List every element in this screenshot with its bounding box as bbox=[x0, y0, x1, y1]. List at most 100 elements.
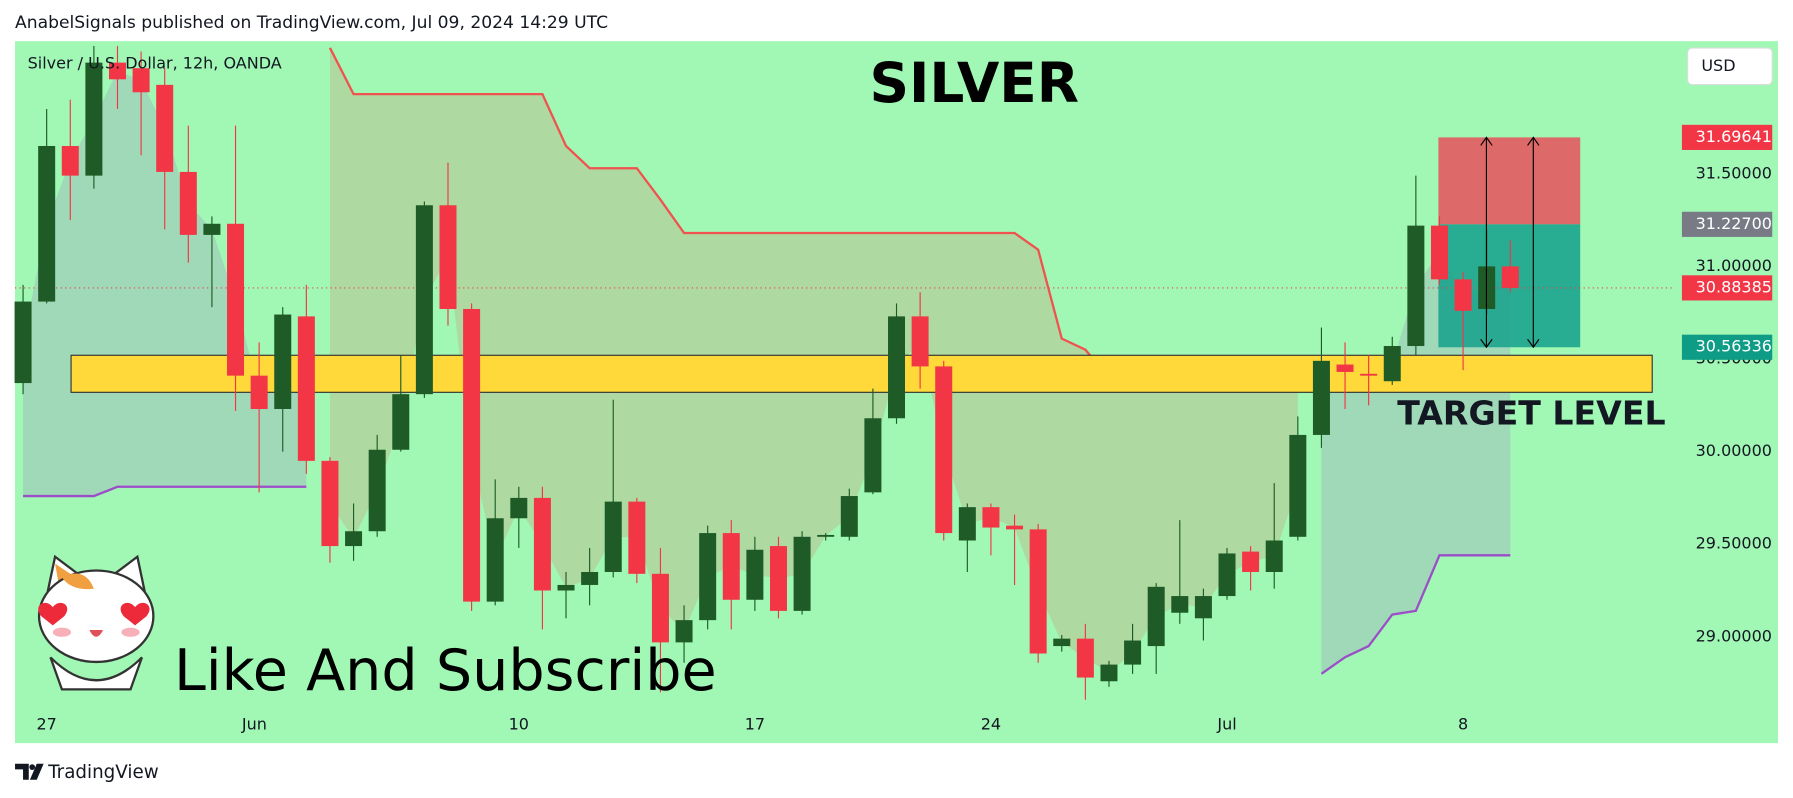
arrow-head bbox=[1480, 136, 1493, 349]
candle-body bbox=[1053, 638, 1071, 647]
candle-body bbox=[746, 549, 764, 600]
x-tick-label: 10 bbox=[509, 714, 529, 733]
candle-body bbox=[1407, 225, 1425, 347]
x-tick-label: Jul bbox=[1216, 714, 1236, 733]
x-tick-label: 24 bbox=[981, 714, 1001, 733]
candle-body bbox=[1265, 540, 1283, 572]
candle-body bbox=[1147, 586, 1165, 647]
target-label: TARGET LEVEL bbox=[1397, 394, 1665, 433]
arrow-head bbox=[1527, 136, 1540, 349]
y-tick-label: 31.50000 bbox=[1696, 163, 1772, 182]
brand-logo bbox=[15, 763, 44, 780]
candle-body bbox=[840, 496, 858, 537]
price-tag-label: 31.69641 bbox=[1696, 127, 1772, 146]
candle-body bbox=[250, 375, 268, 409]
candle-body bbox=[1383, 346, 1401, 382]
candle-body bbox=[581, 571, 599, 585]
candle-body bbox=[203, 223, 221, 235]
candle-body bbox=[486, 518, 504, 602]
trend-line bbox=[1320, 554, 1511, 675]
candle-body bbox=[1100, 664, 1118, 682]
candle-body bbox=[533, 497, 551, 591]
risk-zone bbox=[1438, 137, 1581, 225]
y-tick-label: 31.00000 bbox=[1696, 256, 1772, 275]
candle-body bbox=[415, 205, 433, 395]
y-tick-label: 29.50000 bbox=[1696, 534, 1772, 553]
price-tag-label: 30.56336 bbox=[1696, 337, 1772, 356]
candle-body bbox=[1312, 360, 1330, 435]
candle-body bbox=[1124, 640, 1142, 665]
candle-body bbox=[38, 145, 56, 302]
candle-body bbox=[699, 533, 717, 621]
candle-body bbox=[911, 316, 929, 367]
candle-body bbox=[227, 223, 245, 376]
symbol: Silver / U.S. Dollar, 12h, OANDA bbox=[28, 54, 282, 73]
candle-body bbox=[793, 536, 811, 611]
candle-body bbox=[1430, 225, 1448, 280]
candle-body bbox=[557, 584, 575, 591]
currency-button[interactable] bbox=[1687, 47, 1773, 86]
chart-title: SILVER bbox=[869, 51, 1079, 115]
candle-body bbox=[1242, 551, 1260, 572]
candle-body bbox=[958, 507, 976, 541]
candle-body bbox=[982, 507, 1000, 528]
candle-body bbox=[156, 84, 174, 172]
price-tag-label: 31.22700 bbox=[1696, 214, 1772, 233]
candle-body bbox=[1360, 373, 1378, 376]
cat-sticker bbox=[37, 554, 155, 691]
candle-body bbox=[1171, 596, 1189, 613]
candle-body bbox=[1218, 553, 1236, 597]
publisher: AnabelSignals published on TradingView.c… bbox=[15, 13, 608, 33]
candle-body bbox=[722, 533, 740, 600]
candle-body bbox=[439, 205, 457, 309]
candle-body bbox=[392, 394, 410, 450]
x-tick-label: Jun bbox=[241, 714, 267, 733]
candle-body bbox=[61, 145, 79, 176]
currency[interactable]: USD bbox=[1701, 56, 1735, 75]
price-tag-label: 30.88385 bbox=[1696, 277, 1772, 296]
price-tag bbox=[1681, 275, 1773, 301]
candle-body bbox=[1029, 529, 1047, 654]
candle-body bbox=[1289, 434, 1307, 537]
x-tick-label: 27 bbox=[36, 714, 56, 733]
candle-body bbox=[463, 308, 481, 602]
candle-body bbox=[888, 316, 906, 419]
candle-body bbox=[1076, 638, 1094, 678]
candle-body bbox=[368, 449, 386, 532]
candle-body bbox=[769, 546, 787, 611]
candle-body bbox=[628, 501, 646, 574]
candle-body bbox=[510, 497, 528, 519]
candle-body bbox=[274, 314, 292, 409]
candle-body bbox=[108, 62, 126, 80]
candle-body bbox=[297, 316, 315, 461]
price-tag bbox=[1681, 334, 1773, 360]
candle-body bbox=[935, 366, 953, 534]
candle-body bbox=[1454, 279, 1472, 311]
candle-body bbox=[604, 501, 622, 572]
candle-body bbox=[864, 418, 882, 493]
price-tag bbox=[1681, 211, 1773, 237]
candle-body bbox=[1501, 266, 1519, 288]
x-tick-label: 8 bbox=[1458, 714, 1468, 733]
candle-body bbox=[1006, 525, 1024, 530]
candle-body bbox=[345, 531, 363, 547]
candle-body bbox=[321, 460, 339, 547]
candle-body bbox=[85, 62, 103, 176]
candle-body bbox=[817, 534, 835, 537]
candle-body bbox=[675, 620, 693, 643]
candle-body bbox=[132, 68, 150, 93]
y-tick-label: 30.00000 bbox=[1696, 441, 1772, 460]
brand: TradingView bbox=[47, 762, 159, 783]
x-tick-label: 17 bbox=[745, 714, 765, 733]
candle-body bbox=[651, 573, 669, 643]
price-tag bbox=[1681, 124, 1773, 150]
plot-layer: 31.5000031.0000030.5000030.0000029.50000… bbox=[14, 45, 1773, 733]
candle-body bbox=[179, 171, 197, 235]
y-tick-label: 29.00000 bbox=[1696, 626, 1772, 645]
candle-body bbox=[1336, 364, 1354, 372]
candle-body bbox=[1194, 596, 1212, 619]
cta-text: Like And Subscribe bbox=[174, 638, 717, 704]
candle-body bbox=[14, 301, 32, 384]
